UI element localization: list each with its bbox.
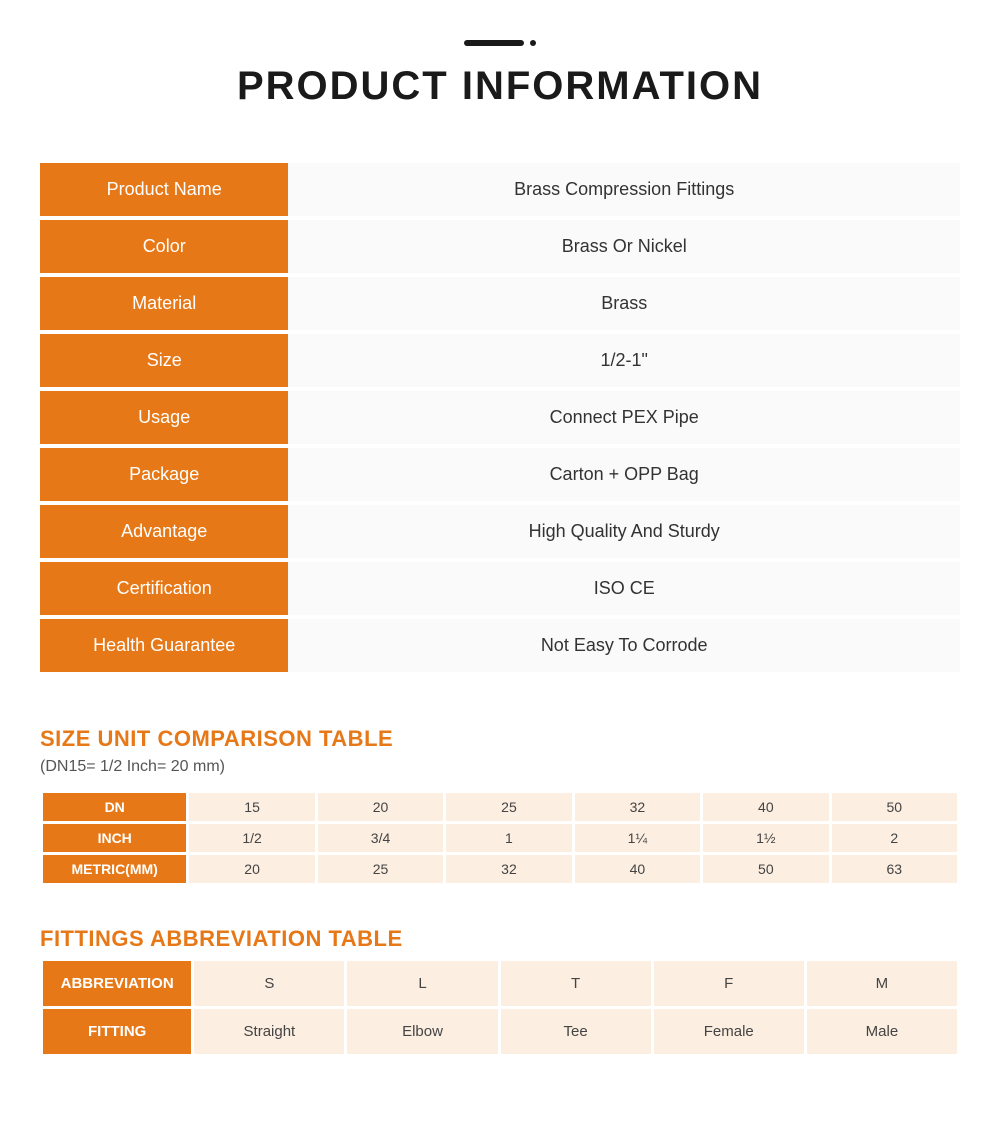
info-label: Advantage [40,505,288,558]
table-row: ABBREVIATIONSLTFM [43,961,957,1006]
table-cell: Elbow [347,1009,497,1054]
table-cell: 32 [575,793,700,821]
product-info-table: Product NameBrass Compression FittingsCo… [40,159,960,676]
abbreviation-table: ABBREVIATIONSLTFMFITTINGStraightElbowTee… [40,958,960,1057]
table-cell: Tee [501,1009,651,1054]
table-cell: 2 [832,824,957,852]
title-decorator [40,40,960,46]
row-header: ABBREVIATION [43,961,191,1006]
table-cell: M [807,961,957,1006]
info-row: AdvantageHigh Quality And Sturdy [40,505,960,558]
table-row: INCH1/23/411¼1½2 [43,824,957,852]
row-header: INCH [43,824,186,852]
decorator-dash [464,40,524,46]
info-value: Brass Compression Fittings [288,163,960,216]
info-label: Material [40,277,288,330]
table-cell: Male [807,1009,957,1054]
table-cell: Straight [194,1009,344,1054]
table-cell: 20 [189,855,314,883]
info-row: Size1/2-1" [40,334,960,387]
size-comparison-table: DN152025324050INCH1/23/411¼1½2METRIC(MM)… [40,790,960,886]
table-cell: 1/2 [189,824,314,852]
info-row: UsageConnect PEX Pipe [40,391,960,444]
info-row: ColorBrass Or Nickel [40,220,960,273]
page-title: PRODUCT INFORMATION [40,64,960,109]
table-cell: 1 [446,824,571,852]
info-label: Product Name [40,163,288,216]
table-cell: 25 [318,855,443,883]
info-label: Usage [40,391,288,444]
info-row: PackageCarton + OPP Bag [40,448,960,501]
size-table-title: SIZE UNIT COMPARISON TABLE [40,726,960,752]
row-header: METRIC(MM) [43,855,186,883]
table-cell: 3/4 [318,824,443,852]
info-row: Health GuaranteeNot Easy To Corrode [40,619,960,672]
info-value: ISO CE [288,562,960,615]
info-row: MaterialBrass [40,277,960,330]
info-label: Size [40,334,288,387]
table-cell: 32 [446,855,571,883]
abbr-table-title: FITTINGS ABBREVIATION TABLE [40,926,960,952]
table-row: FITTINGStraightElbowTeeFemaleMale [43,1009,957,1054]
size-table-subtitle: (DN15= 1/2 Inch= 20 mm) [40,758,960,776]
table-row: METRIC(MM)202532405063 [43,855,957,883]
info-value: High Quality And Sturdy [288,505,960,558]
row-header: DN [43,793,186,821]
info-value: Not Easy To Corrode [288,619,960,672]
table-cell: L [347,961,497,1006]
table-cell: 1½ [703,824,828,852]
info-value: Brass [288,277,960,330]
table-cell: 63 [832,855,957,883]
table-cell: 40 [575,855,700,883]
decorator-dot [530,40,536,46]
table-cell: 25 [446,793,571,821]
table-cell: Female [654,1009,804,1054]
table-cell: 1¼ [575,824,700,852]
table-cell: 40 [703,793,828,821]
info-value: Brass Or Nickel [288,220,960,273]
table-cell: S [194,961,344,1006]
table-row: DN152025324050 [43,793,957,821]
info-label: Color [40,220,288,273]
table-cell: 15 [189,793,314,821]
info-label: Certification [40,562,288,615]
info-row: Product NameBrass Compression Fittings [40,163,960,216]
info-label: Package [40,448,288,501]
table-cell: 50 [703,855,828,883]
row-header: FITTING [43,1009,191,1054]
table-cell: T [501,961,651,1006]
info-row: CertificationISO CE [40,562,960,615]
table-cell: 20 [318,793,443,821]
table-cell: 50 [832,793,957,821]
info-label: Health Guarantee [40,619,288,672]
info-value: 1/2-1" [288,334,960,387]
table-cell: F [654,961,804,1006]
info-value: Connect PEX Pipe [288,391,960,444]
info-value: Carton + OPP Bag [288,448,960,501]
